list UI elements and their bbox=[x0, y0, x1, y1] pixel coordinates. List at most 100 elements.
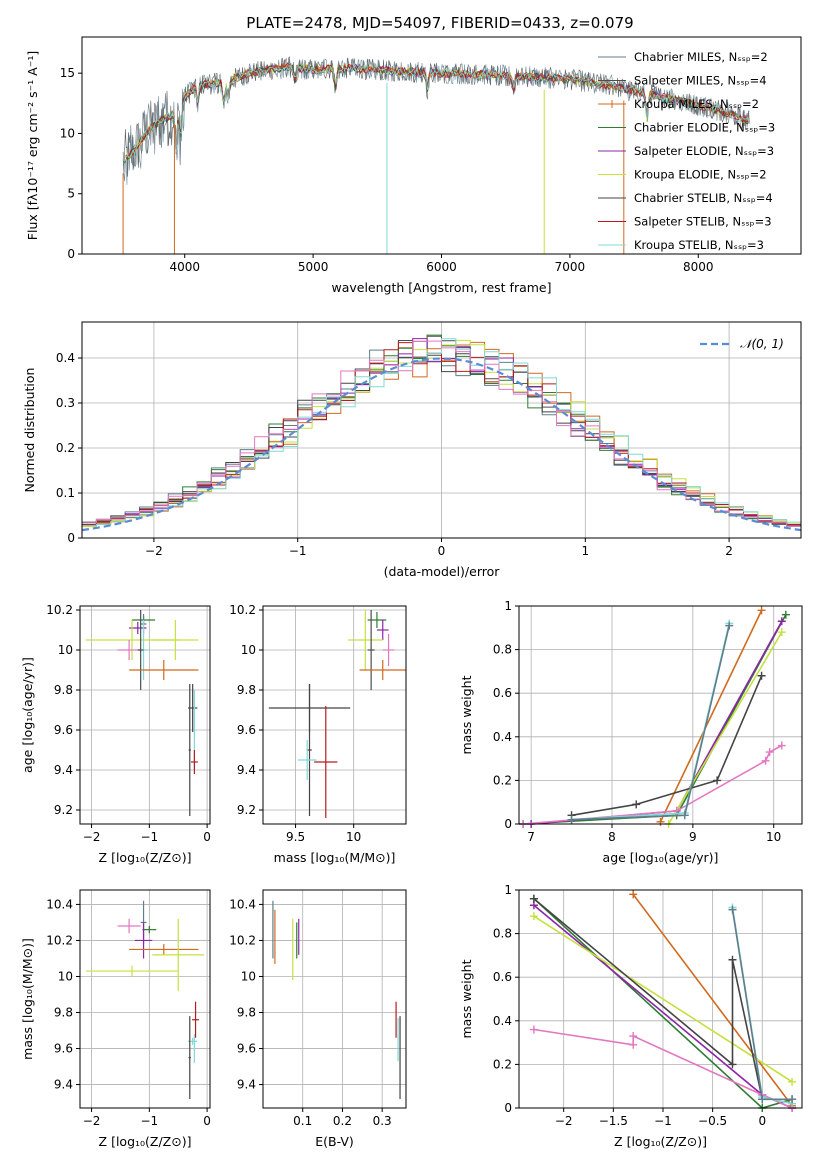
weight-line bbox=[667, 631, 783, 825]
weight-line bbox=[522, 744, 783, 825]
y-tick-label: 9.8 bbox=[237, 683, 256, 697]
weight-marker bbox=[629, 890, 638, 899]
x-tick-label: 0 bbox=[758, 1114, 766, 1128]
y-tick-label: 0.1 bbox=[56, 486, 75, 500]
y-tick-label: 1 bbox=[504, 883, 512, 897]
legend-label: Kroupa STELIB, Nₛₛₚ=3 bbox=[634, 238, 764, 252]
axes-frame bbox=[262, 605, 407, 825]
weight-marker bbox=[713, 776, 722, 785]
weight-line bbox=[659, 610, 763, 823]
weight-marker bbox=[765, 748, 774, 757]
error-bar-point bbox=[297, 740, 317, 780]
y-tick-label: 10 bbox=[241, 643, 256, 657]
weight-marker bbox=[757, 606, 766, 615]
x-tick-label: −1 bbox=[289, 544, 307, 558]
histogram-legend: 𝒩(0, 1) bbox=[700, 337, 784, 351]
axes-frame bbox=[262, 889, 407, 1109]
x-axis-label: age [log₁₀(age/yr)] bbox=[603, 850, 719, 865]
weight-marker bbox=[781, 610, 790, 619]
y-tick-label: 0 bbox=[504, 817, 512, 831]
x-axis-label: Z [log₁₀(Z/Z⊙)] bbox=[99, 850, 192, 865]
figure-title: PLATE=2478, MJD=54097, FIBERID=0433, z=0… bbox=[246, 14, 633, 32]
age_vs_mass-axes: 9.5 10 9.2 9.4 9.6 9.8 10 10.2 mass [log₁₀(M/M⊙)… bbox=[229, 603, 406, 865]
x-tick-label: 10 bbox=[766, 830, 781, 844]
error-bar-point bbox=[314, 706, 338, 818]
y-tick-label: 0 bbox=[67, 247, 75, 261]
axes-frame bbox=[518, 605, 803, 825]
error-bar-point bbox=[142, 926, 157, 934]
weight-marker bbox=[680, 811, 689, 820]
x-tick-label: −2 bbox=[555, 1114, 573, 1128]
x-tick-label: 2 bbox=[725, 544, 733, 558]
legend-label: Kroupa ELODIE, Nₛₛₚ=2 bbox=[634, 168, 767, 182]
x-tick-label: −2 bbox=[83, 830, 101, 844]
error-bar-point bbox=[117, 640, 141, 660]
age_vs_mass-points bbox=[268, 610, 406, 818]
weight-line bbox=[531, 620, 783, 825]
error-bar-point bbox=[188, 1016, 191, 1099]
weight-line bbox=[571, 623, 730, 821]
y-tick-label: 9.4 bbox=[54, 1078, 73, 1092]
mass_vs_ebv-axes: 0.1 0.2 0.3 9.4 9.6 9.8 10 10.2 10.4 E(B-V) bbox=[229, 890, 406, 1149]
x-tick-label: 0.2 bbox=[333, 1114, 352, 1128]
y-axis-label: mass weight bbox=[459, 675, 474, 754]
legend-label: Salpeter MILES, Nₛₛₚ=4 bbox=[634, 74, 767, 88]
y-tick-label: 10.2 bbox=[46, 603, 73, 617]
histogram-salpeter-stelib bbox=[82, 342, 801, 526]
x-tick-label: 9 bbox=[689, 830, 697, 844]
axes-frame bbox=[81, 36, 802, 255]
y-tick-label: 10.4 bbox=[46, 897, 73, 911]
x-axis-label: Z [log₁₀(Z/Z⊙)] bbox=[614, 1134, 707, 1149]
weight-marker bbox=[629, 1032, 638, 1041]
weight-marker bbox=[788, 1077, 797, 1086]
axes-frame bbox=[518, 889, 803, 1109]
normal-curve bbox=[82, 357, 801, 532]
error-bar-point bbox=[85, 965, 179, 977]
x-tick-label: 8000 bbox=[683, 260, 714, 274]
weight-marker bbox=[632, 800, 641, 809]
x-tick-label: 0 bbox=[438, 544, 446, 558]
x-tick-label: 0 bbox=[203, 830, 211, 844]
weight-line bbox=[632, 893, 793, 1107]
y-axis-label: mass weight bbox=[459, 959, 474, 1038]
x-tick-label: −1 bbox=[140, 830, 158, 844]
mass_weight_vs_age-axes: 7 8 9 10 0 0.2 0.4 0.6 0.8 1 age [log₁₀(age/yr)] ma… bbox=[459, 599, 802, 865]
legend-label: Chabrier ELODIE, Nₛₛₚ=3 bbox=[634, 121, 775, 135]
x-tick-label: 9.5 bbox=[286, 830, 305, 844]
error-bar-point bbox=[152, 620, 199, 660]
x-tick-label: 0 bbox=[203, 1114, 211, 1128]
y-tick-label: 9.4 bbox=[237, 763, 256, 777]
x-tick-label: 4000 bbox=[169, 260, 200, 274]
weight-marker bbox=[761, 756, 770, 765]
x-tick-label: −2 bbox=[145, 544, 163, 558]
y-tick-label: 10 bbox=[60, 126, 75, 140]
y-tick-label: 0.4 bbox=[493, 1014, 512, 1028]
weight-marker bbox=[629, 1040, 638, 1049]
error-bar-point bbox=[129, 660, 199, 680]
y-tick-label: 0.2 bbox=[493, 1057, 512, 1071]
legend-label: Salpeter ELODIE, Nₛₛₚ=3 bbox=[634, 144, 774, 158]
y-tick-label: 0.3 bbox=[56, 396, 75, 410]
mass_vs_Z-points bbox=[85, 900, 205, 1099]
x-tick-label: 1 bbox=[581, 544, 589, 558]
weight-line bbox=[533, 915, 793, 1083]
y-tick-label: 10 bbox=[58, 969, 73, 983]
x-tick-label: −1 bbox=[140, 1114, 158, 1128]
error-bar-point bbox=[117, 918, 141, 934]
x-tick-label: 7000 bbox=[555, 260, 586, 274]
x-tick-label: 6000 bbox=[426, 260, 457, 274]
weight-marker bbox=[529, 1025, 538, 1034]
y-tick-label: 0.4 bbox=[493, 730, 512, 744]
y-tick-label: 9.6 bbox=[237, 1042, 256, 1056]
spectrum-axes: 4000 5000 6000 7000 8000 0 5 10 15 wavelength [An… bbox=[25, 51, 714, 295]
x-tick-label: −1.5 bbox=[599, 1114, 628, 1128]
spectrum-lines bbox=[122, 56, 750, 254]
weight-marker bbox=[758, 1095, 767, 1104]
axes-frame bbox=[79, 605, 211, 825]
age_vs_Z-points bbox=[85, 610, 199, 816]
weight-marker bbox=[777, 628, 786, 637]
x-axis-label: Z [log₁₀(Z/Z⊙)] bbox=[99, 1134, 192, 1149]
weight-marker bbox=[777, 741, 786, 750]
x-tick-label: 8 bbox=[608, 830, 616, 844]
